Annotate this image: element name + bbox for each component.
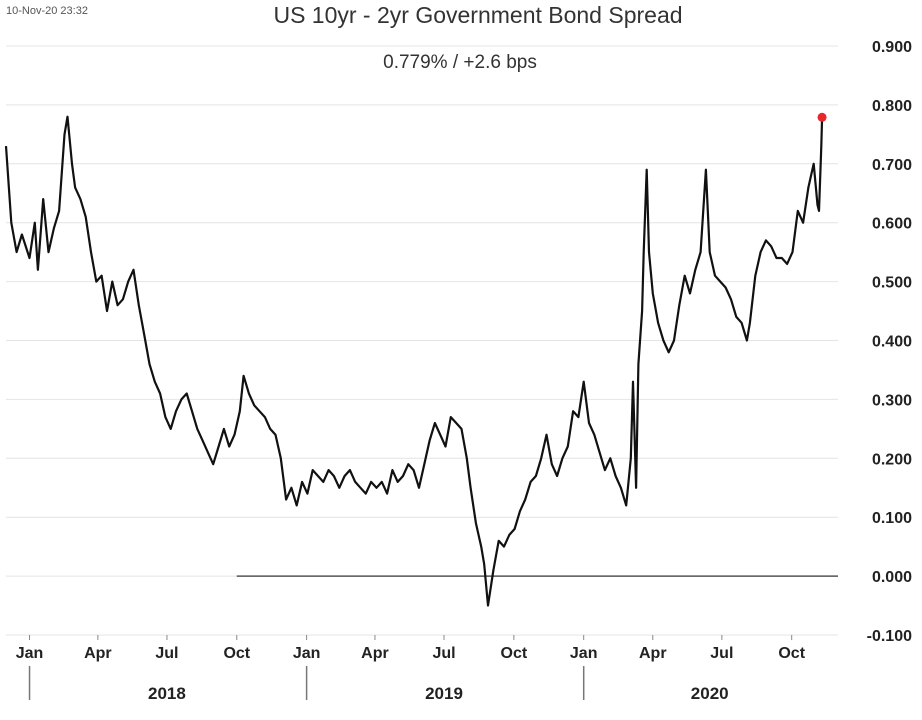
y-tick-label: 0.400 — [872, 334, 912, 351]
y-tick-label: 0.500 — [872, 275, 912, 292]
year-label: 2019 — [425, 684, 463, 703]
timestamp: 10-Nov-20 23:32 — [6, 5, 88, 17]
x-tick-label: Oct — [501, 645, 528, 662]
x-tick-label: Jul — [710, 645, 733, 662]
chart-title: US 10yr - 2yr Government Bond Spread — [273, 2, 682, 28]
chart-subtitle: 0.779% / +2.6 bps — [383, 52, 537, 73]
x-axis: Jan Apr Jul Oct Jan Apr Jul Oct Jan Apr Jul Oct 2018… — [16, 635, 806, 703]
x-tick-label: Jul — [432, 645, 455, 662]
y-tick-label: 0.900 — [872, 39, 912, 56]
y-tick-label: 0.700 — [872, 157, 912, 174]
x-tick-label: Apr — [361, 645, 389, 662]
watermark: 头条 @伦敦交易员 — [735, 681, 893, 703]
year-label: 2018 — [148, 684, 186, 703]
y-tick-label: 0.200 — [872, 451, 912, 468]
x-tick-label: Oct — [223, 645, 250, 662]
year-label: 2020 — [691, 684, 729, 703]
x-tick-label: Jul — [155, 645, 178, 662]
x-tick-label: Jan — [16, 645, 44, 662]
y-tick-label: 0.800 — [872, 98, 912, 115]
y-tick-label: 0.300 — [872, 392, 912, 409]
y-tick-label: 0.100 — [872, 510, 912, 527]
x-tick-label: Oct — [778, 645, 805, 662]
series-line — [4, 115, 824, 607]
gridlines — [6, 45, 838, 636]
y-axis: 0.900 0.800 0.700 0.600 0.500 0.400 0.300 0.200… — [867, 39, 912, 645]
x-tick-label: Jan — [293, 645, 321, 662]
y-tick-label: 0.000 — [872, 569, 912, 586]
last-point-marker — [817, 112, 827, 122]
series-layer — [4, 112, 827, 607]
y-tick-label: -0.100 — [867, 628, 912, 645]
x-tick-label: Apr — [639, 645, 667, 662]
y-tick-label: 0.600 — [872, 216, 912, 233]
x-tick-label: Jan — [570, 645, 598, 662]
x-tick-label: Apr — [84, 645, 112, 662]
